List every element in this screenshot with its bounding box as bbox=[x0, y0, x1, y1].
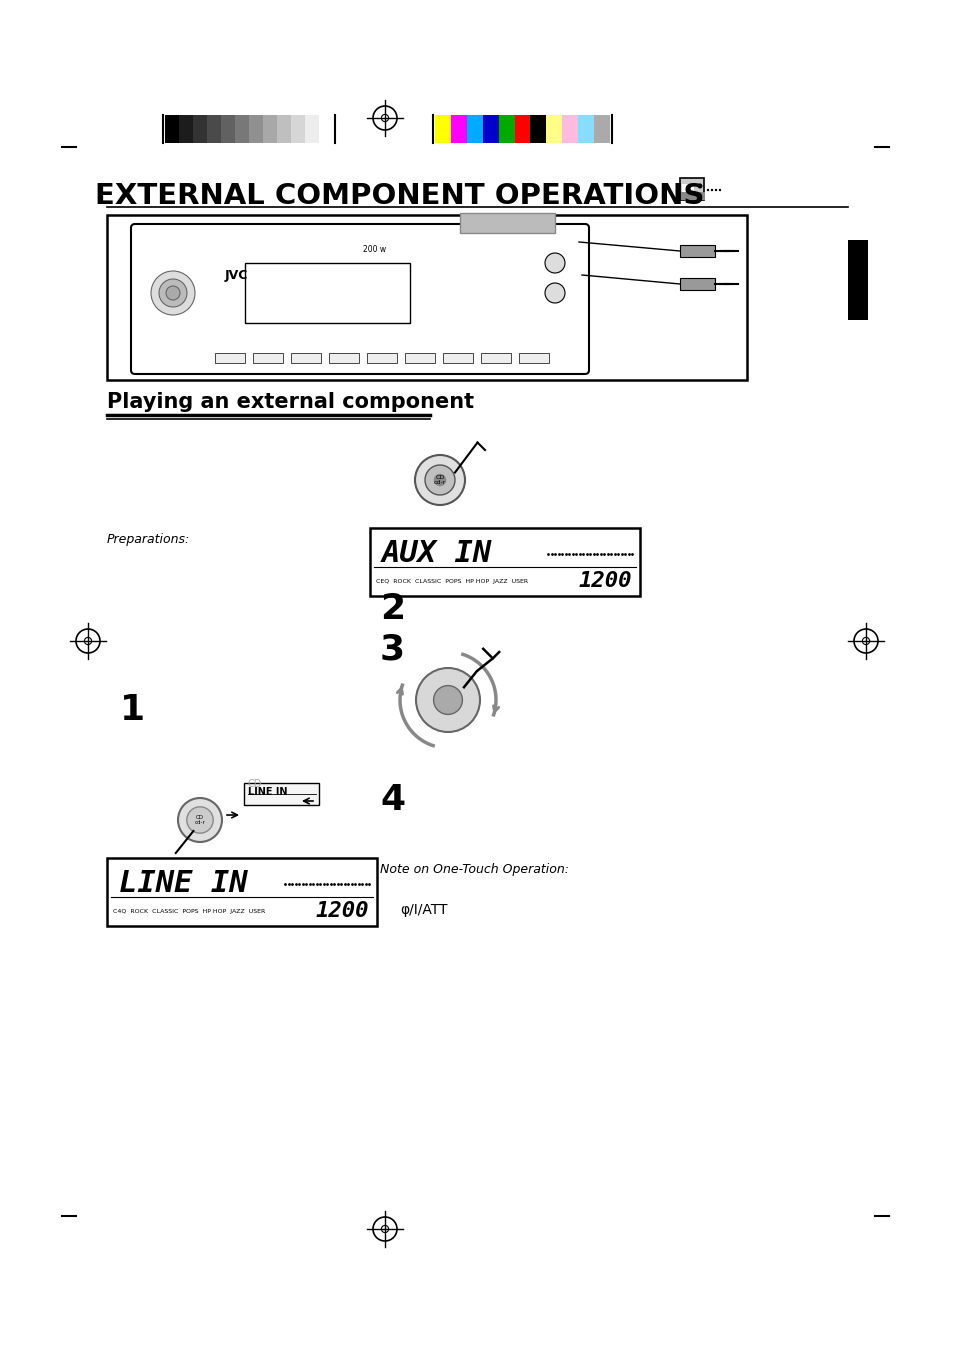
Circle shape bbox=[714, 189, 717, 192]
Text: 3: 3 bbox=[379, 632, 405, 666]
Bar bbox=[245, 263, 410, 323]
Bar bbox=[442, 353, 473, 363]
Text: 200 w: 200 w bbox=[363, 246, 386, 254]
Circle shape bbox=[416, 667, 479, 732]
Bar bbox=[679, 278, 714, 290]
Bar bbox=[518, 353, 548, 363]
Circle shape bbox=[415, 455, 464, 505]
Bar bbox=[193, 115, 207, 143]
Text: CD
cd-r: CD cd-r bbox=[194, 815, 205, 825]
Bar bbox=[466, 115, 482, 143]
Text: 1200: 1200 bbox=[315, 901, 369, 921]
Circle shape bbox=[424, 465, 455, 494]
Bar bbox=[546, 115, 561, 143]
Text: LINE IN: LINE IN bbox=[119, 869, 248, 898]
Text: 1: 1 bbox=[120, 693, 145, 727]
Text: 1200: 1200 bbox=[578, 571, 631, 590]
Text: JVC: JVC bbox=[225, 269, 248, 282]
Bar bbox=[291, 115, 305, 143]
Bar bbox=[234, 115, 249, 143]
Bar bbox=[207, 115, 221, 143]
Bar bbox=[679, 178, 703, 200]
Bar bbox=[514, 115, 530, 143]
Bar bbox=[680, 192, 704, 200]
Circle shape bbox=[718, 189, 720, 192]
Text: CD: CD bbox=[248, 780, 262, 789]
Text: LINE IN: LINE IN bbox=[248, 788, 287, 797]
Circle shape bbox=[187, 807, 213, 834]
Bar bbox=[221, 115, 234, 143]
Text: 2: 2 bbox=[379, 592, 405, 626]
Circle shape bbox=[151, 272, 194, 315]
Circle shape bbox=[178, 798, 222, 842]
Circle shape bbox=[434, 474, 446, 486]
Circle shape bbox=[434, 685, 462, 715]
Bar bbox=[179, 115, 193, 143]
Text: Note on One-Touch Operation:: Note on One-Touch Operation: bbox=[379, 863, 568, 877]
Bar bbox=[291, 353, 320, 363]
Bar bbox=[681, 184, 693, 192]
Bar bbox=[435, 115, 451, 143]
Bar bbox=[107, 215, 746, 380]
Text: 4: 4 bbox=[379, 784, 405, 817]
Bar bbox=[263, 115, 276, 143]
Circle shape bbox=[544, 253, 564, 273]
FancyBboxPatch shape bbox=[370, 528, 639, 596]
Bar bbox=[480, 353, 511, 363]
Circle shape bbox=[544, 282, 564, 303]
Bar bbox=[244, 784, 318, 805]
Bar bbox=[367, 353, 396, 363]
Bar bbox=[214, 353, 245, 363]
FancyBboxPatch shape bbox=[131, 224, 588, 374]
Text: EXTERNAL COMPONENT OPERATIONS: EXTERNAL COMPONENT OPERATIONS bbox=[95, 182, 704, 209]
Bar bbox=[561, 115, 578, 143]
Bar bbox=[578, 115, 594, 143]
Bar bbox=[253, 353, 283, 363]
Bar bbox=[318, 115, 333, 143]
Text: C4Q  ROCK  CLASSIC  POPS  HP HOP  JAZZ  USER: C4Q ROCK CLASSIC POPS HP HOP JAZZ USER bbox=[112, 908, 265, 913]
Text: Preparations:: Preparations: bbox=[107, 534, 190, 547]
Circle shape bbox=[159, 280, 187, 307]
FancyBboxPatch shape bbox=[107, 858, 376, 925]
Text: CD
cd-r: CD cd-r bbox=[434, 474, 446, 485]
Bar bbox=[276, 115, 291, 143]
Circle shape bbox=[697, 184, 701, 189]
Bar bbox=[405, 353, 435, 363]
Bar bbox=[305, 115, 318, 143]
Bar bbox=[679, 245, 714, 257]
Bar bbox=[530, 115, 546, 143]
Text: CEQ  ROCK  CLASSIC  POPS  HP HOP  JAZZ  USER: CEQ ROCK CLASSIC POPS HP HOP JAZZ USER bbox=[375, 578, 528, 584]
Bar bbox=[594, 115, 609, 143]
Bar bbox=[459, 213, 555, 232]
Text: φ/I/ATT: φ/I/ATT bbox=[399, 902, 447, 917]
Bar bbox=[498, 115, 514, 143]
Bar bbox=[165, 115, 179, 143]
Bar bbox=[482, 115, 498, 143]
Bar bbox=[847, 240, 867, 320]
Circle shape bbox=[166, 286, 180, 300]
Bar bbox=[451, 115, 466, 143]
Text: Playing an external component: Playing an external component bbox=[107, 392, 474, 412]
Circle shape bbox=[710, 189, 713, 192]
Circle shape bbox=[706, 189, 708, 192]
Bar bbox=[329, 353, 358, 363]
Bar bbox=[249, 115, 263, 143]
Text: AUX IN: AUX IN bbox=[381, 539, 492, 569]
